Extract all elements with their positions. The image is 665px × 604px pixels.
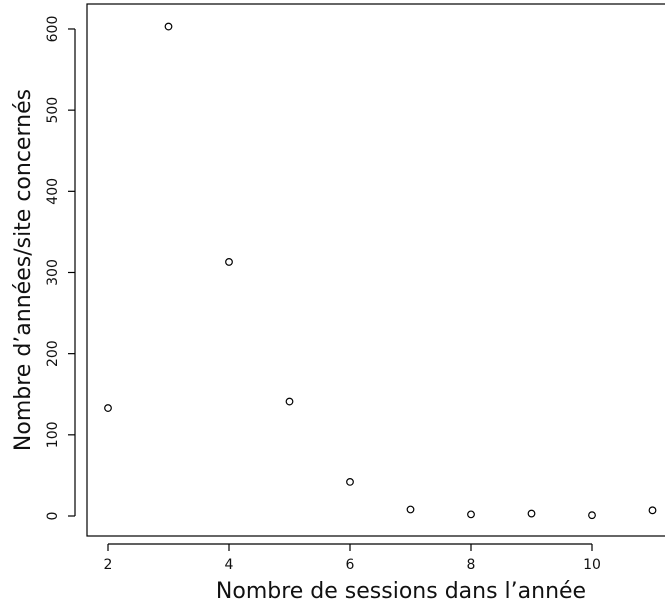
x-tick-label: 8 bbox=[467, 557, 476, 573]
x-tick-label: 6 bbox=[346, 557, 355, 573]
x-tick-label: 10 bbox=[583, 557, 601, 573]
data-point bbox=[648, 506, 657, 515]
y-tick-label: 500 bbox=[45, 97, 61, 124]
data-point bbox=[467, 510, 475, 519]
x-axis-title: Nombre de sessions dans l’année bbox=[216, 579, 586, 604]
y-axis-title: Nombre d’années/site concernés bbox=[11, 89, 36, 451]
data-point bbox=[104, 404, 112, 412]
y-tick-label: 600 bbox=[45, 16, 61, 43]
data-point bbox=[164, 22, 173, 31]
data-point bbox=[285, 397, 294, 406]
y-tick-label: 300 bbox=[45, 259, 61, 286]
data-point bbox=[346, 478, 354, 486]
y-tick-label: 100 bbox=[45, 421, 61, 448]
x-tick-label: 2 bbox=[104, 557, 113, 573]
y-tick-label: 0 bbox=[45, 512, 61, 521]
data-points bbox=[104, 22, 657, 520]
y-tick-label: 400 bbox=[45, 178, 61, 205]
data-point bbox=[588, 511, 596, 520]
data-point bbox=[406, 505, 415, 514]
x-tick-label: 4 bbox=[225, 557, 234, 573]
x-axis: 2 4 6 8 10 bbox=[104, 543, 601, 573]
data-point bbox=[527, 509, 536, 518]
data-point bbox=[225, 258, 233, 266]
y-axis: 0 100 200 300 400 500 600 bbox=[45, 16, 76, 521]
plot-frame bbox=[86, 3, 665, 537]
y-tick-label: 200 bbox=[45, 340, 61, 367]
